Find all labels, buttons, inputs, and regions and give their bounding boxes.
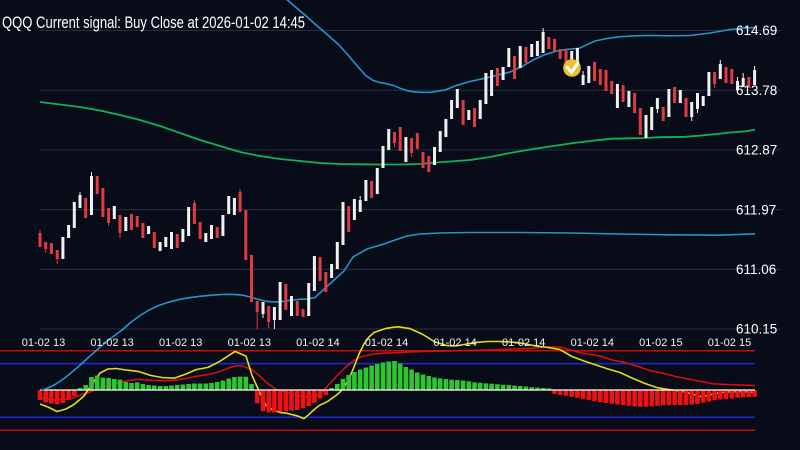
- svg-text:610.15: 610.15: [736, 322, 777, 337]
- svg-text:01-02 15: 01-02 15: [639, 337, 682, 349]
- svg-text:01-02 14: 01-02 14: [365, 337, 408, 349]
- svg-text:01-02 14: 01-02 14: [296, 337, 339, 349]
- svg-text:01-02 13: 01-02 13: [90, 337, 133, 349]
- svg-text:01-02 13: 01-02 13: [228, 337, 271, 349]
- svg-text:01-02 13: 01-02 13: [22, 337, 65, 349]
- svg-text:611.06: 611.06: [736, 262, 776, 277]
- svg-text:614.69: 614.69: [736, 23, 777, 38]
- svg-text:01-02 14: 01-02 14: [433, 337, 476, 349]
- svg-text:QQQ Current signal: Buy Close: QQQ Current signal: Buy Close at 2026-01…: [2, 13, 305, 32]
- svg-text:612.87: 612.87: [736, 143, 777, 158]
- svg-text:01-02 14: 01-02 14: [571, 337, 614, 349]
- svg-text:01-02 13: 01-02 13: [159, 337, 202, 349]
- svg-text:01-02 15: 01-02 15: [708, 337, 751, 349]
- svg-text:01-02 14: 01-02 14: [502, 337, 545, 349]
- svg-text:611.97: 611.97: [736, 202, 776, 217]
- svg-text:613.78: 613.78: [736, 83, 777, 98]
